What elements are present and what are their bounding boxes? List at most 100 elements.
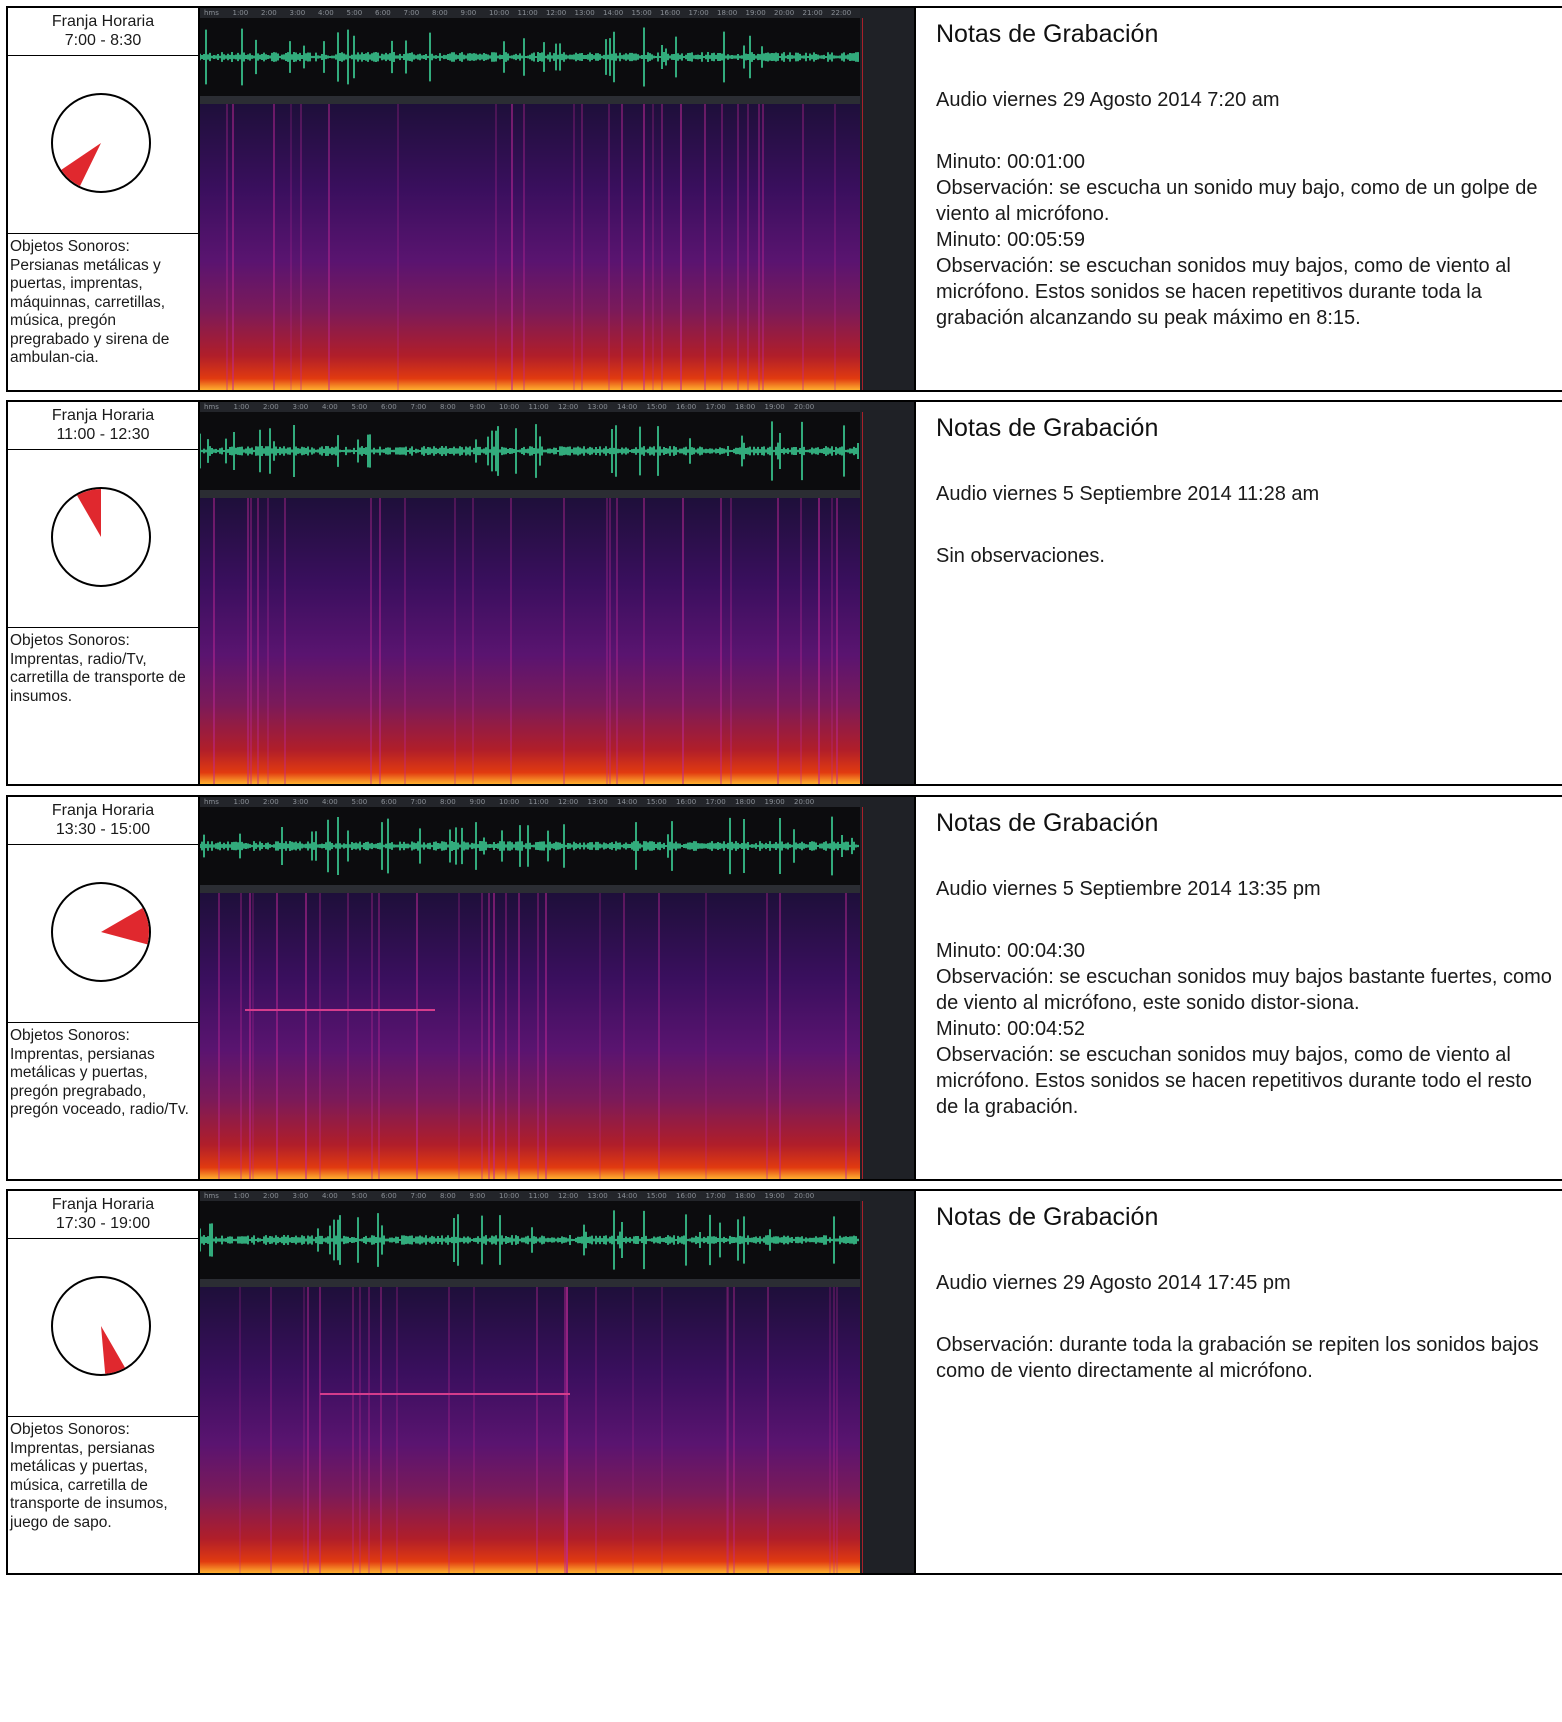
ruler-tick-label: 19:00 <box>764 798 785 806</box>
spectral-streak <box>737 104 740 390</box>
ruler-tick-label: 19:00 <box>764 403 785 411</box>
spectral-streak <box>537 893 540 1179</box>
clock-icon <box>51 93 151 193</box>
spectral-streak <box>658 893 661 1179</box>
note-line: Observación: se escuchan sonidos muy baj… <box>936 966 1552 1014</box>
ruler-tick-label: 20:00 <box>794 403 815 411</box>
ruler-tick-label: 14:00 <box>617 403 638 411</box>
ruler-tick-label: 14:00 <box>617 798 638 806</box>
ruler-tick-label: 1:00 <box>233 403 250 411</box>
ruler-tick-label: 6:00 <box>381 1192 397 1200</box>
ruler-tick-label: 5:00 <box>346 9 363 17</box>
ruler-tick-label: 17:00 <box>705 403 726 411</box>
recording-notes: Notas de Grabación Audio viernes 5 Septie… <box>914 797 1562 1179</box>
spectral-streak <box>505 893 508 1179</box>
spectral-streak <box>563 498 566 784</box>
level-scale <box>860 1191 914 1573</box>
time-wedge <box>77 489 101 537</box>
spectral-streak <box>231 104 234 390</box>
ruler-tick-label: 12:00 <box>546 9 567 17</box>
ruler-tick-label: 18:00 <box>735 403 756 411</box>
audio-date: Audio viernes 5 Septiembre 2014 13:35 pm <box>936 878 1321 900</box>
time-ruler: hms 1:00 2:00 3:00 4:00 5:00 6:00 7:00 8:00 9:00 1… <box>200 402 900 412</box>
waveform-panel <box>200 412 860 490</box>
notes-title: Notas de Grabación <box>936 20 1159 48</box>
ruler-tick-label: 6:00 <box>381 403 397 411</box>
ruler-tick-label: 16:00 <box>676 798 697 806</box>
spectral-streak <box>682 498 685 784</box>
ruler-tick-label: 14:00 <box>617 1192 638 1200</box>
spectrogram-panel <box>200 104 860 390</box>
ruler-tick-label: 3:00 <box>292 403 309 411</box>
panel-divider[interactable] <box>200 490 860 498</box>
ruler-tick-label: 5:00 <box>351 403 368 411</box>
clock-diagram <box>8 845 198 1023</box>
ruler-tick-label: 4:00 <box>322 1192 338 1200</box>
note-line: Observación: durante toda la grabación s… <box>936 1334 1539 1382</box>
ruler-tick-label: 2:00 <box>263 1192 279 1200</box>
spectral-streak <box>269 1287 272 1573</box>
audio-editor-view: hms 1:00 2:00 3:00 4:00 5:00 6:00 7:00 8:00 9:00 1… <box>200 402 914 784</box>
ruler-tick-label: 7:00 <box>410 1192 427 1200</box>
spectral-streak <box>704 104 707 390</box>
spectral-streak <box>779 893 782 1179</box>
ruler-tick-label: 20:00 <box>794 1192 815 1200</box>
recording-row: Franja Horaria 11:00 - 12:30 Objetos Sonor… <box>6 400 1562 786</box>
ruler-tick-label: 18:00 <box>717 9 738 17</box>
spectral-streak <box>368 1287 371 1573</box>
ruler-tick-label: 7:00 <box>403 9 420 17</box>
spectral-streak <box>643 498 646 784</box>
recording-notes: Notas de Grabación Audio viernes 5 Septie… <box>914 402 1562 784</box>
spectrogram-panel <box>200 1287 860 1573</box>
time-slot-range: 7:00 - 8:30 <box>64 32 142 49</box>
spectral-streak <box>836 1287 839 1573</box>
ruler-tick-label: 9:00 <box>460 9 477 17</box>
spectral-streak <box>776 498 779 784</box>
spectrogram-panel <box>200 498 860 784</box>
spectral-streak <box>608 104 611 390</box>
note-line: Minuto: 00:04:30 <box>936 940 1085 962</box>
spectral-streak <box>396 104 399 390</box>
ruler-tick-label: 11:00 <box>528 798 549 806</box>
ruler-tick-label: 11:00 <box>528 1192 549 1200</box>
ruler-tick-label: 9:00 <box>469 403 486 411</box>
ruler-tick-label: 15:00 <box>631 9 652 17</box>
ruler-tick-label: 11:00 <box>517 9 538 17</box>
ruler-tick-label: 3:00 <box>289 9 306 17</box>
ruler-tick-label: 12:00 <box>558 798 579 806</box>
time-slot-label: Franja Horaria <box>51 407 155 424</box>
spectral-streak <box>225 104 228 390</box>
spectral-streak <box>652 104 655 390</box>
spectral-streak <box>522 104 525 390</box>
ruler-tick-label: hms <box>204 1192 219 1200</box>
notes-title: Notas de Grabación <box>936 414 1159 442</box>
panel-divider[interactable] <box>200 96 860 104</box>
spectral-streak <box>473 1287 476 1573</box>
time-slot-range: 17:30 - 19:00 <box>55 1215 151 1232</box>
spectral-streak <box>256 498 259 784</box>
scale-marker <box>862 807 863 1179</box>
spectral-streak <box>767 1287 770 1573</box>
spectral-streak <box>544 893 547 1179</box>
scale-marker <box>862 1201 863 1573</box>
spectral-streak <box>359 1287 362 1573</box>
panel-divider[interactable] <box>200 885 860 893</box>
spectral-streak <box>403 498 406 784</box>
time-wedge <box>101 908 149 945</box>
spectral-streak <box>248 893 251 1179</box>
ruler-tick-label: 3:00 <box>292 1192 309 1200</box>
spectral-streak <box>240 893 243 1179</box>
panel-divider[interactable] <box>200 1279 860 1287</box>
spectral-streak <box>801 104 804 390</box>
ruler-tick-label: 12:00 <box>558 403 579 411</box>
spectral-streak <box>726 1287 729 1573</box>
spectral-streak <box>415 893 418 1179</box>
ruler-tick-label: hms <box>204 798 219 806</box>
spectral-streak <box>830 498 833 784</box>
sound-objects-text: Objetos Sonoros: Persianas metálicas y p… <box>10 238 170 366</box>
ruler-tick-label: 8:00 <box>440 798 456 806</box>
ruler-tick-label: 17:00 <box>688 9 709 17</box>
audio-date: Audio viernes 5 Septiembre 2014 11:28 am <box>936 483 1320 505</box>
waveform-trace <box>200 421 859 481</box>
waveform-graphic <box>200 27 859 87</box>
